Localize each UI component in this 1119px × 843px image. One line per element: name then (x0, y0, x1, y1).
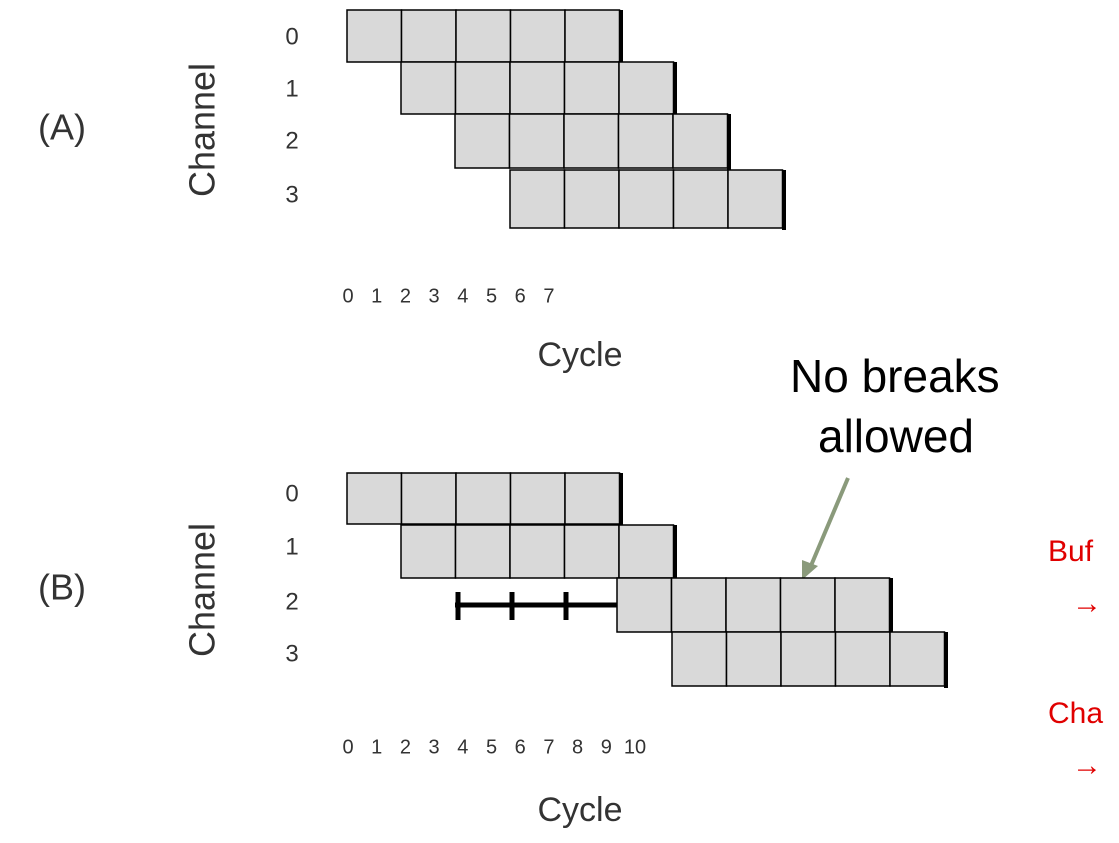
cell (454, 113, 511, 169)
cell (509, 472, 566, 525)
cycle-number: 3 (429, 285, 440, 307)
cell (725, 631, 782, 687)
cell (346, 472, 403, 525)
cycle-number: 5 (486, 736, 497, 758)
cell (616, 577, 673, 633)
channel-number: 0 (285, 23, 298, 50)
cell (454, 61, 511, 115)
cell (509, 61, 566, 115)
cell (672, 113, 729, 169)
annotation: No breaks (790, 350, 1000, 402)
arrow (808, 477, 850, 569)
cell (727, 169, 784, 229)
cell (509, 524, 566, 579)
cell (346, 9, 403, 63)
channel-number: 3 (285, 640, 298, 667)
arrow-head (802, 560, 818, 580)
panel-label: (A) (38, 107, 86, 148)
cell (564, 9, 621, 63)
x-axis-label: Cycle (537, 336, 622, 374)
note: → (1072, 749, 1102, 782)
cycle-number: 4 (457, 736, 468, 758)
cycle-number: 0 (342, 736, 353, 758)
cell (779, 577, 836, 633)
cell (563, 113, 620, 169)
cell (672, 169, 729, 229)
cell (618, 61, 675, 115)
cell (725, 577, 782, 633)
note: → (1072, 587, 1102, 620)
cell (670, 577, 727, 633)
cell (780, 631, 837, 687)
cell (563, 61, 620, 115)
cycle-number: 4 (457, 285, 468, 307)
cell (834, 631, 891, 687)
x-axis-label: Cycle (537, 791, 622, 829)
cell (564, 472, 621, 525)
channel-number: 2 (285, 588, 298, 615)
channel-number: 0 (285, 480, 298, 507)
cell (400, 524, 457, 579)
channel-number: 1 (285, 533, 298, 560)
cycle-number: 9 (601, 736, 612, 758)
cell (454, 524, 511, 579)
cycle-number: 2 (400, 285, 411, 307)
channel-number: 1 (285, 75, 298, 102)
y-axis-label: Channel (182, 523, 223, 657)
cycle-number: 7 (543, 285, 554, 307)
cell (563, 524, 620, 579)
cell (617, 113, 674, 169)
cell (618, 524, 675, 579)
cell (618, 169, 675, 229)
channel-number: 2 (285, 127, 298, 154)
cycle-number: 7 (543, 736, 554, 758)
cell (671, 631, 728, 687)
cell (400, 9, 457, 63)
panel-label: (B) (38, 567, 86, 608)
note: Buf (1048, 535, 1094, 568)
cell (509, 9, 566, 63)
cell (400, 472, 457, 525)
cell (889, 631, 946, 687)
cell (834, 577, 891, 633)
cell (508, 113, 565, 169)
y-axis-label: Channel (182, 63, 223, 197)
cycle-number: 8 (572, 736, 583, 758)
cell (509, 169, 566, 229)
cycle-number: 6 (515, 285, 526, 307)
cell (400, 61, 457, 115)
cycle-number: 1 (371, 285, 382, 307)
cell (455, 9, 512, 63)
cycle-number: 10 (624, 736, 646, 758)
cycle-number: 2 (400, 736, 411, 758)
cycle-number: 3 (429, 736, 440, 758)
annotation: allowed (818, 410, 974, 462)
note: Cha (1048, 697, 1103, 730)
cell (455, 472, 512, 525)
cell (563, 169, 620, 229)
cycle-number: 5 (486, 285, 497, 307)
cycle-number: 1 (371, 736, 382, 758)
channel-number: 3 (285, 181, 298, 208)
cycle-number: 0 (342, 285, 353, 307)
cycle-number: 6 (515, 736, 526, 758)
